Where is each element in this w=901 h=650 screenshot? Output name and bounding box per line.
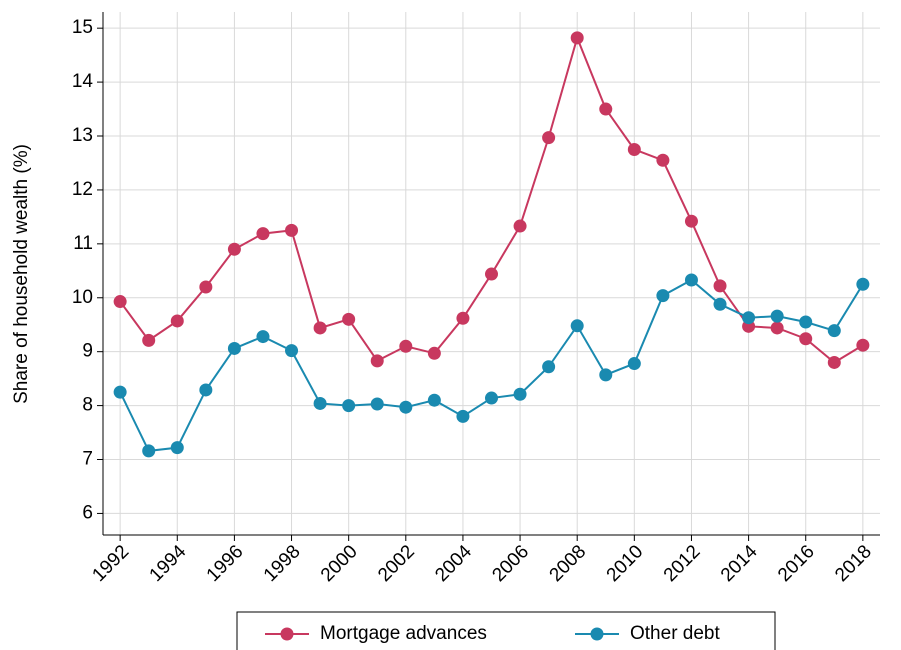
point — [256, 227, 270, 241]
x-tick-label: 1994 — [146, 541, 191, 586]
point — [627, 142, 641, 156]
y-tick-label: 8 — [82, 395, 93, 416]
x-tick-label: 2014 — [717, 541, 762, 586]
point — [856, 277, 870, 291]
x-tick-label: 1996 — [203, 541, 248, 586]
point — [656, 289, 670, 303]
point — [342, 312, 356, 326]
legend-box — [236, 611, 776, 650]
point — [427, 393, 441, 407]
point — [313, 396, 327, 410]
y-tick-label: 10 — [72, 287, 93, 308]
y-tick-label: 6 — [82, 502, 93, 523]
point — [513, 219, 527, 233]
point — [570, 319, 584, 333]
point — [827, 355, 841, 369]
x-tick-label: 2008 — [546, 541, 591, 586]
point — [713, 297, 727, 311]
point — [485, 391, 498, 405]
x-tick-label: 2012 — [660, 541, 705, 586]
point — [342, 399, 356, 413]
point — [370, 397, 384, 411]
point — [684, 214, 698, 228]
point — [684, 273, 698, 287]
point — [799, 315, 813, 329]
x-tick-label: 2004 — [431, 541, 476, 586]
x-tick-label: 1992 — [88, 541, 133, 586]
x-tick-label: 2018 — [831, 541, 876, 586]
legend-label: Other debt — [630, 623, 720, 644]
x-tick-label: 2002 — [374, 541, 419, 586]
point — [170, 314, 184, 328]
point — [399, 400, 413, 414]
y-tick-label: 11 — [73, 233, 93, 254]
point — [742, 311, 756, 325]
y-axis-label: Share of household wealth (%) — [11, 144, 32, 404]
point — [856, 338, 870, 352]
legend-label: Mortgage advances — [320, 623, 487, 644]
y-tick-label: 15 — [72, 17, 93, 38]
point — [599, 102, 613, 116]
y-tick-label: 14 — [72, 71, 94, 92]
y-tick-label: 7 — [82, 449, 93, 470]
point — [113, 385, 127, 399]
point — [770, 321, 784, 335]
point — [285, 223, 299, 237]
legend-marker — [590, 627, 604, 641]
point — [199, 383, 213, 397]
point — [142, 444, 156, 458]
point — [256, 330, 270, 344]
point — [285, 344, 299, 358]
y-tick-label: 13 — [72, 125, 93, 146]
point — [799, 332, 813, 346]
legend-marker — [280, 627, 294, 641]
x-tick-label: 2016 — [774, 541, 819, 586]
point — [513, 387, 527, 401]
y-tick-label: 9 — [82, 341, 93, 362]
point — [227, 341, 241, 355]
point — [113, 295, 127, 309]
point — [827, 324, 841, 338]
point — [370, 354, 384, 368]
point — [770, 309, 784, 323]
y-tick-label: 12 — [72, 179, 93, 200]
point — [656, 153, 670, 167]
point — [399, 339, 413, 353]
x-tick-label: 2000 — [317, 541, 362, 586]
point — [542, 131, 556, 145]
point — [227, 242, 241, 256]
point — [713, 279, 727, 293]
series-line — [119, 278, 864, 452]
x-tick-label: 1998 — [260, 541, 305, 586]
point — [170, 441, 184, 455]
point — [599, 368, 613, 382]
point — [627, 357, 641, 371]
point — [313, 321, 327, 335]
point — [142, 333, 156, 347]
x-tick-label: 2006 — [488, 541, 533, 586]
point — [542, 360, 556, 374]
point — [199, 280, 213, 294]
point — [456, 311, 470, 325]
point — [570, 31, 584, 45]
x-tick-label: 2010 — [603, 541, 648, 586]
point — [485, 267, 498, 281]
point — [427, 346, 441, 360]
point — [456, 409, 470, 423]
